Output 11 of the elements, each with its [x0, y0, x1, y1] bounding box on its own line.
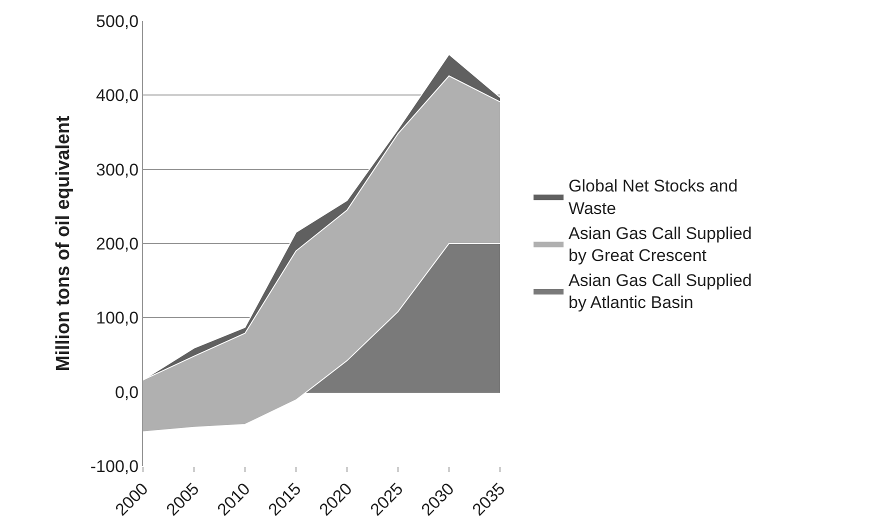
y-tick-label: 200,0 [96, 234, 139, 254]
legend-label: Asian Gas Call Supplied by Atlantic Basin [568, 271, 752, 312]
y-tick-label: -100,0 [90, 456, 139, 476]
y-tick-label: 300,0 [96, 160, 139, 180]
y-tick-label: 400,0 [96, 86, 139, 106]
legend-label: Global Net Stocks and Waste [568, 176, 738, 218]
legend-label: Asian Gas Call Supplied by Great Crescent [568, 224, 752, 265]
y-tick-label: 100,0 [96, 308, 139, 328]
y-axis-title: Million tons of oil equivalent [53, 115, 74, 372]
y-tick-label: 0,0 [114, 382, 139, 402]
y-tick-label: 500,0 [96, 12, 139, 31]
